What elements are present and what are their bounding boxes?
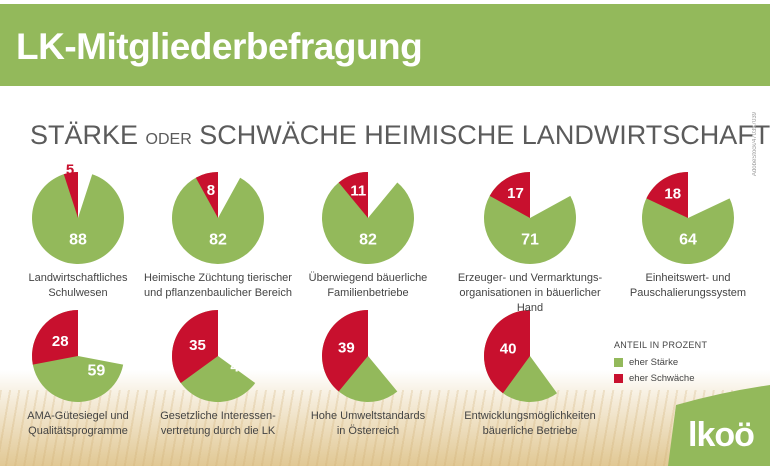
pie-category-label-line-1: Überwiegend bäuerliche xyxy=(308,272,428,284)
pie-category-label-line-2: in Österreich xyxy=(336,425,400,437)
title-part-2: ODER xyxy=(145,131,192,148)
page-title: LK-Mitgliederbefragung xyxy=(16,26,423,67)
value-label-staerke: 82 xyxy=(359,232,377,249)
legend-label-schwaeche: eher Schwäche xyxy=(629,372,695,384)
legend-item-schwaeche: eher Schwäche xyxy=(614,370,707,386)
pie-category-label-line-2: organisationen in bäuerlicher Hand xyxy=(459,287,601,314)
pie-category-label-line-1: AMA-Gütesiegel und xyxy=(27,410,129,422)
pie-category-label: Gesetzliche Interessen-vertretung durch … xyxy=(133,409,303,439)
chart-title: STÄRKE ODER SCHWÄCHE HEIMISCHE LANDWIRTS… xyxy=(30,120,770,151)
value-label-staerke: 49 xyxy=(230,358,248,375)
pie-slice-schwaeche xyxy=(31,310,79,365)
value-label-staerke: 59 xyxy=(88,363,106,380)
pie-category-label-line-2: Schulwesen xyxy=(48,287,108,299)
pie-category-label: Heimische Züchtung tierischer und pflanze… xyxy=(133,271,303,301)
pie-category-label-line-1: Gesetzliche Interessen- xyxy=(160,410,276,422)
value-label-schwaeche: 35 xyxy=(189,337,206,354)
pie-category-label: Erzeuger- und Vermarktungs-organisatione… xyxy=(445,271,615,316)
pie-slice-schwaeche xyxy=(322,309,368,392)
pie-category-label: AMA-Gütesiegel und Qualitätsprogramme xyxy=(0,409,163,439)
title-part-3: SCHWÄCHE HEIMISCHE LANDWIRTSCHAFT xyxy=(191,120,770,150)
legend: ANTEIL IN PROZENT eher Stärke eher Schwä… xyxy=(614,340,707,386)
title-part-1: STÄRKE xyxy=(30,120,146,150)
pie-slice-schwaeche xyxy=(171,310,218,384)
value-label-schwaeche: 11 xyxy=(350,183,366,200)
legend-label-staerke: eher Stärke xyxy=(629,356,679,368)
pie-category-label-line-1: Hohe Umweltstandards xyxy=(310,410,426,422)
pie-category-label: Hohe Umweltstandards in Österreich xyxy=(283,409,453,439)
pie-category-label: Einheitswert- und Pauschalierungssystem xyxy=(603,271,770,301)
pie-category-label-line-2: Pauschalierungssystem xyxy=(629,287,747,299)
legend-swatch-schwaeche xyxy=(614,373,623,383)
value-label-schwaeche: 40 xyxy=(500,340,517,357)
pie-category-label-line-1: Heimische Züchtung tierischer xyxy=(144,272,292,284)
pie-slice-schwaeche xyxy=(63,172,78,218)
legend-title: ANTEIL IN PROZENT xyxy=(614,340,708,350)
value-label-schwaeche: 8 xyxy=(207,182,215,199)
pie-category-label-line-1: Landwirtschaftliches xyxy=(28,272,128,284)
pie-slice-schwaeche xyxy=(338,172,368,218)
value-label-staerke: 88 xyxy=(69,232,87,249)
value-label-staerke: 82 xyxy=(209,232,227,249)
pie-category-label-line-2: Qualitätsprogramme xyxy=(28,425,128,437)
lkoo-logo: lkoö xyxy=(688,416,755,454)
pie-slice-schwaeche xyxy=(484,309,530,394)
value-label-schwaeche: 18 xyxy=(664,185,681,202)
pie-slice-staerke xyxy=(171,172,264,264)
pie-slice-schwaeche xyxy=(489,172,530,218)
pie-category-label-line-1: Einheitswert- und xyxy=(645,272,731,284)
pie-category-label-line-2: und pflanzenbaulicher Bereich xyxy=(144,287,292,299)
header-banner: LK-Mitgliederbefragung xyxy=(0,4,770,86)
pie-category-label-line-2: Familienbetriebe xyxy=(327,287,409,299)
pie-slice-staerke xyxy=(31,172,124,264)
pie-category-label: Landwirtschaftliches Schulwesen xyxy=(0,271,163,301)
pie-category-label-line-2: vertretung durch die LK xyxy=(160,425,276,437)
value-label-staerke: 64 xyxy=(679,232,697,249)
pie-category-label-line-1: Entwicklungsmöglichkeiten xyxy=(464,410,596,422)
value-label-schwaeche: 28 xyxy=(52,333,69,350)
value-label-staerke: 45 xyxy=(382,356,400,373)
legend-swatch-staerke xyxy=(614,357,623,367)
value-label-schwaeche: 39 xyxy=(338,340,355,357)
pie-category-label-line-2: bäuerliche Betriebe xyxy=(482,425,578,437)
pie-slice-schwaeche xyxy=(646,172,688,218)
value-label-staerke: 71 xyxy=(521,232,539,249)
value-label-staerke: 39 xyxy=(544,355,562,372)
pie-category-label-line-1: Erzeuger- und Vermarktungs- xyxy=(457,272,603,284)
pie-category-label: Entwicklungsmöglichkeiten bäuerliche Betr… xyxy=(445,409,615,439)
value-label-schwaeche: 5 xyxy=(66,162,74,179)
legend-item-staerke: eher Stärke xyxy=(614,354,707,370)
pie-slice-schwaeche xyxy=(195,172,218,218)
value-label-schwaeche: 17 xyxy=(507,185,524,202)
pie-category-label: Überwiegend bäuerliche Familienbetriebe xyxy=(283,271,453,301)
